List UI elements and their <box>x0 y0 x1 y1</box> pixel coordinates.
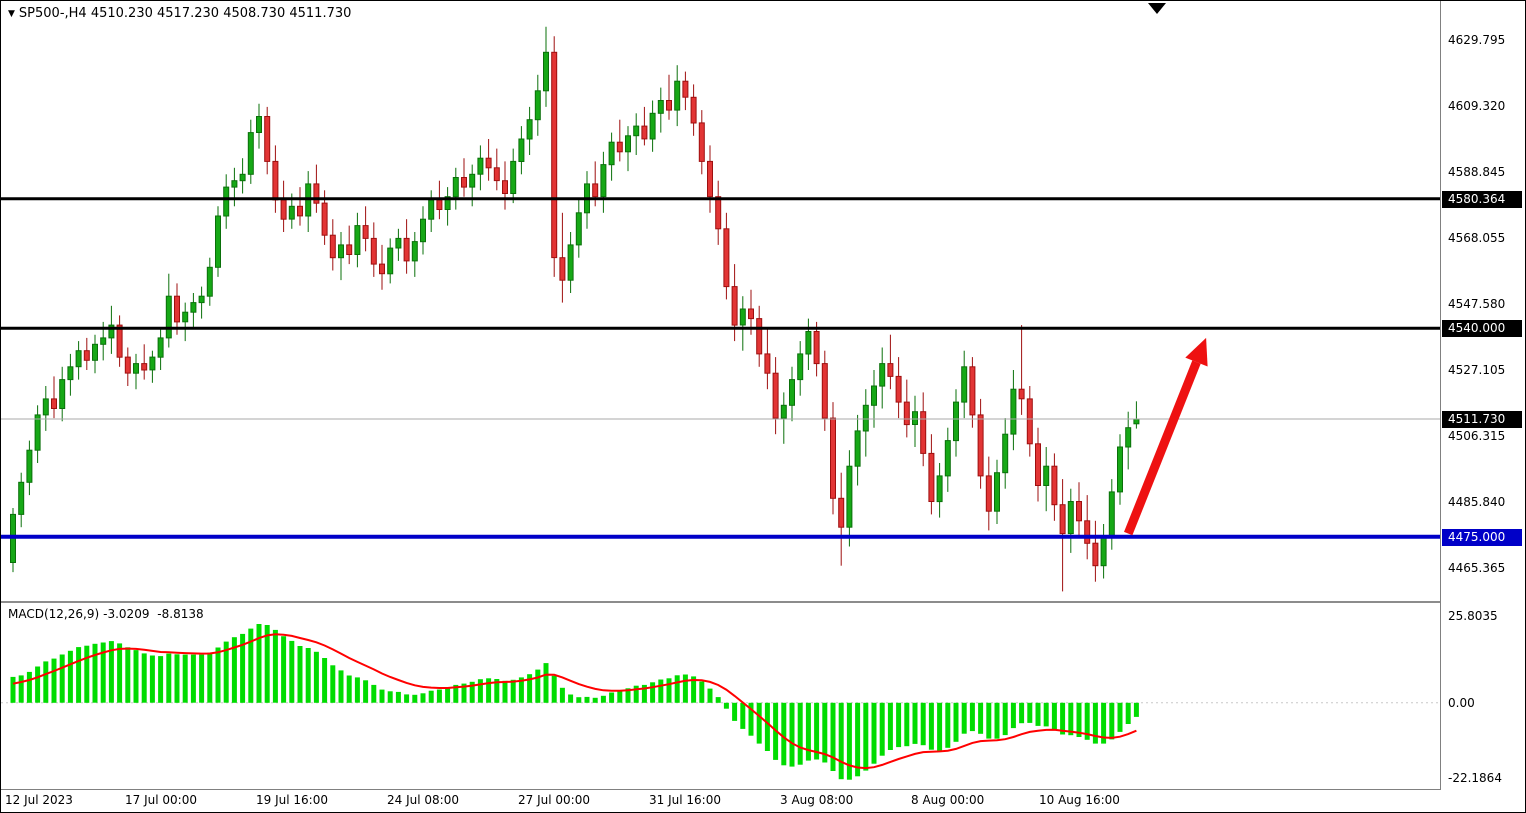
price-scale-label: 4588.845 <box>1448 165 1506 179</box>
macd-name: MACD(12,26,9) <box>8 607 100 621</box>
time-axis-label: 12 Jul 2023 <box>5 793 73 807</box>
macd-indicator-label: MACD(12,26,9) -3.0209 -8.8138 <box>8 607 208 621</box>
resistance-line-4540-badge: 4540.000 <box>1442 320 1522 337</box>
macd-main-value: -3.0209 <box>103 607 150 621</box>
chart-title: ▼ SP500-,H4 4510.230 4517.230 4508.730 45… <box>8 6 351 21</box>
price-scale-label: 4547.580 <box>1448 297 1506 311</box>
time-axis-label: 3 Aug 08:00 <box>780 793 854 807</box>
time-scale[interactable]: 12 Jul 2023 17 Jul 00:00 19 Jul 16:00 24 Ju… <box>1 791 1440 812</box>
time-axis-label: 24 Jul 08:00 <box>387 793 459 807</box>
macd-indicator-canvas[interactable] <box>1 603 1440 789</box>
price-scale-label: 4609.320 <box>1448 99 1506 113</box>
time-axis-label: 19 Jul 16:00 <box>256 793 328 807</box>
macd-scale-label: 0.00 <box>1448 696 1475 710</box>
time-axis-label: 17 Jul 00:00 <box>125 793 197 807</box>
chart-shift-marker-icon[interactable] <box>1148 3 1166 14</box>
symbol-dropdown-icon[interactable]: ▼ <box>8 9 15 19</box>
price-scale-label: 4568.055 <box>1448 231 1506 245</box>
macd-signal-line <box>12 633 1137 770</box>
price-scale-label: 4485.840 <box>1448 495 1506 509</box>
ohlc-open: 4510.230 <box>90 6 153 21</box>
resistance-line-4580-badge: 4580.364 <box>1442 191 1522 208</box>
support-line-4475-badge: 4475.000 <box>1442 529 1522 546</box>
macd-scale-label: -22.1864 <box>1448 771 1502 785</box>
price-scale-label: 4465.365 <box>1448 561 1506 575</box>
price-scale[interactable]: 4629.795 4609.320 4588.845 4568.055 4547.580… <box>1440 1 1525 790</box>
ohlc-low: 4508.730 <box>223 6 286 21</box>
macd-scale-label: 25.8035 <box>1448 609 1498 623</box>
time-axis-label: 27 Jul 00:00 <box>518 793 590 807</box>
time-axis-label: 8 Aug 00:00 <box>911 793 985 807</box>
symbol-timeframe: SP500-,H4 <box>18 6 87 21</box>
price-scale-label: 4506.315 <box>1448 429 1506 443</box>
current-price-badge: 4511.730 <box>1442 411 1522 428</box>
time-axis-label: 31 Jul 16:00 <box>649 793 721 807</box>
trend-arrow-annotation[interactable] <box>1124 337 1208 536</box>
pane-divider[interactable] <box>1 601 1525 603</box>
main-chart-canvas[interactable] <box>1 1 1440 601</box>
ohlc-high: 4517.230 <box>157 6 220 21</box>
time-scale-divider <box>1 789 1525 790</box>
macd-signal-value: -8.8138 <box>157 607 204 621</box>
price-scale-label: 4629.795 <box>1448 33 1506 47</box>
price-scale-label: 4527.105 <box>1448 363 1506 377</box>
ohlc-close: 4511.730 <box>289 6 352 21</box>
time-axis-label: 10 Aug 16:00 <box>1039 793 1120 807</box>
